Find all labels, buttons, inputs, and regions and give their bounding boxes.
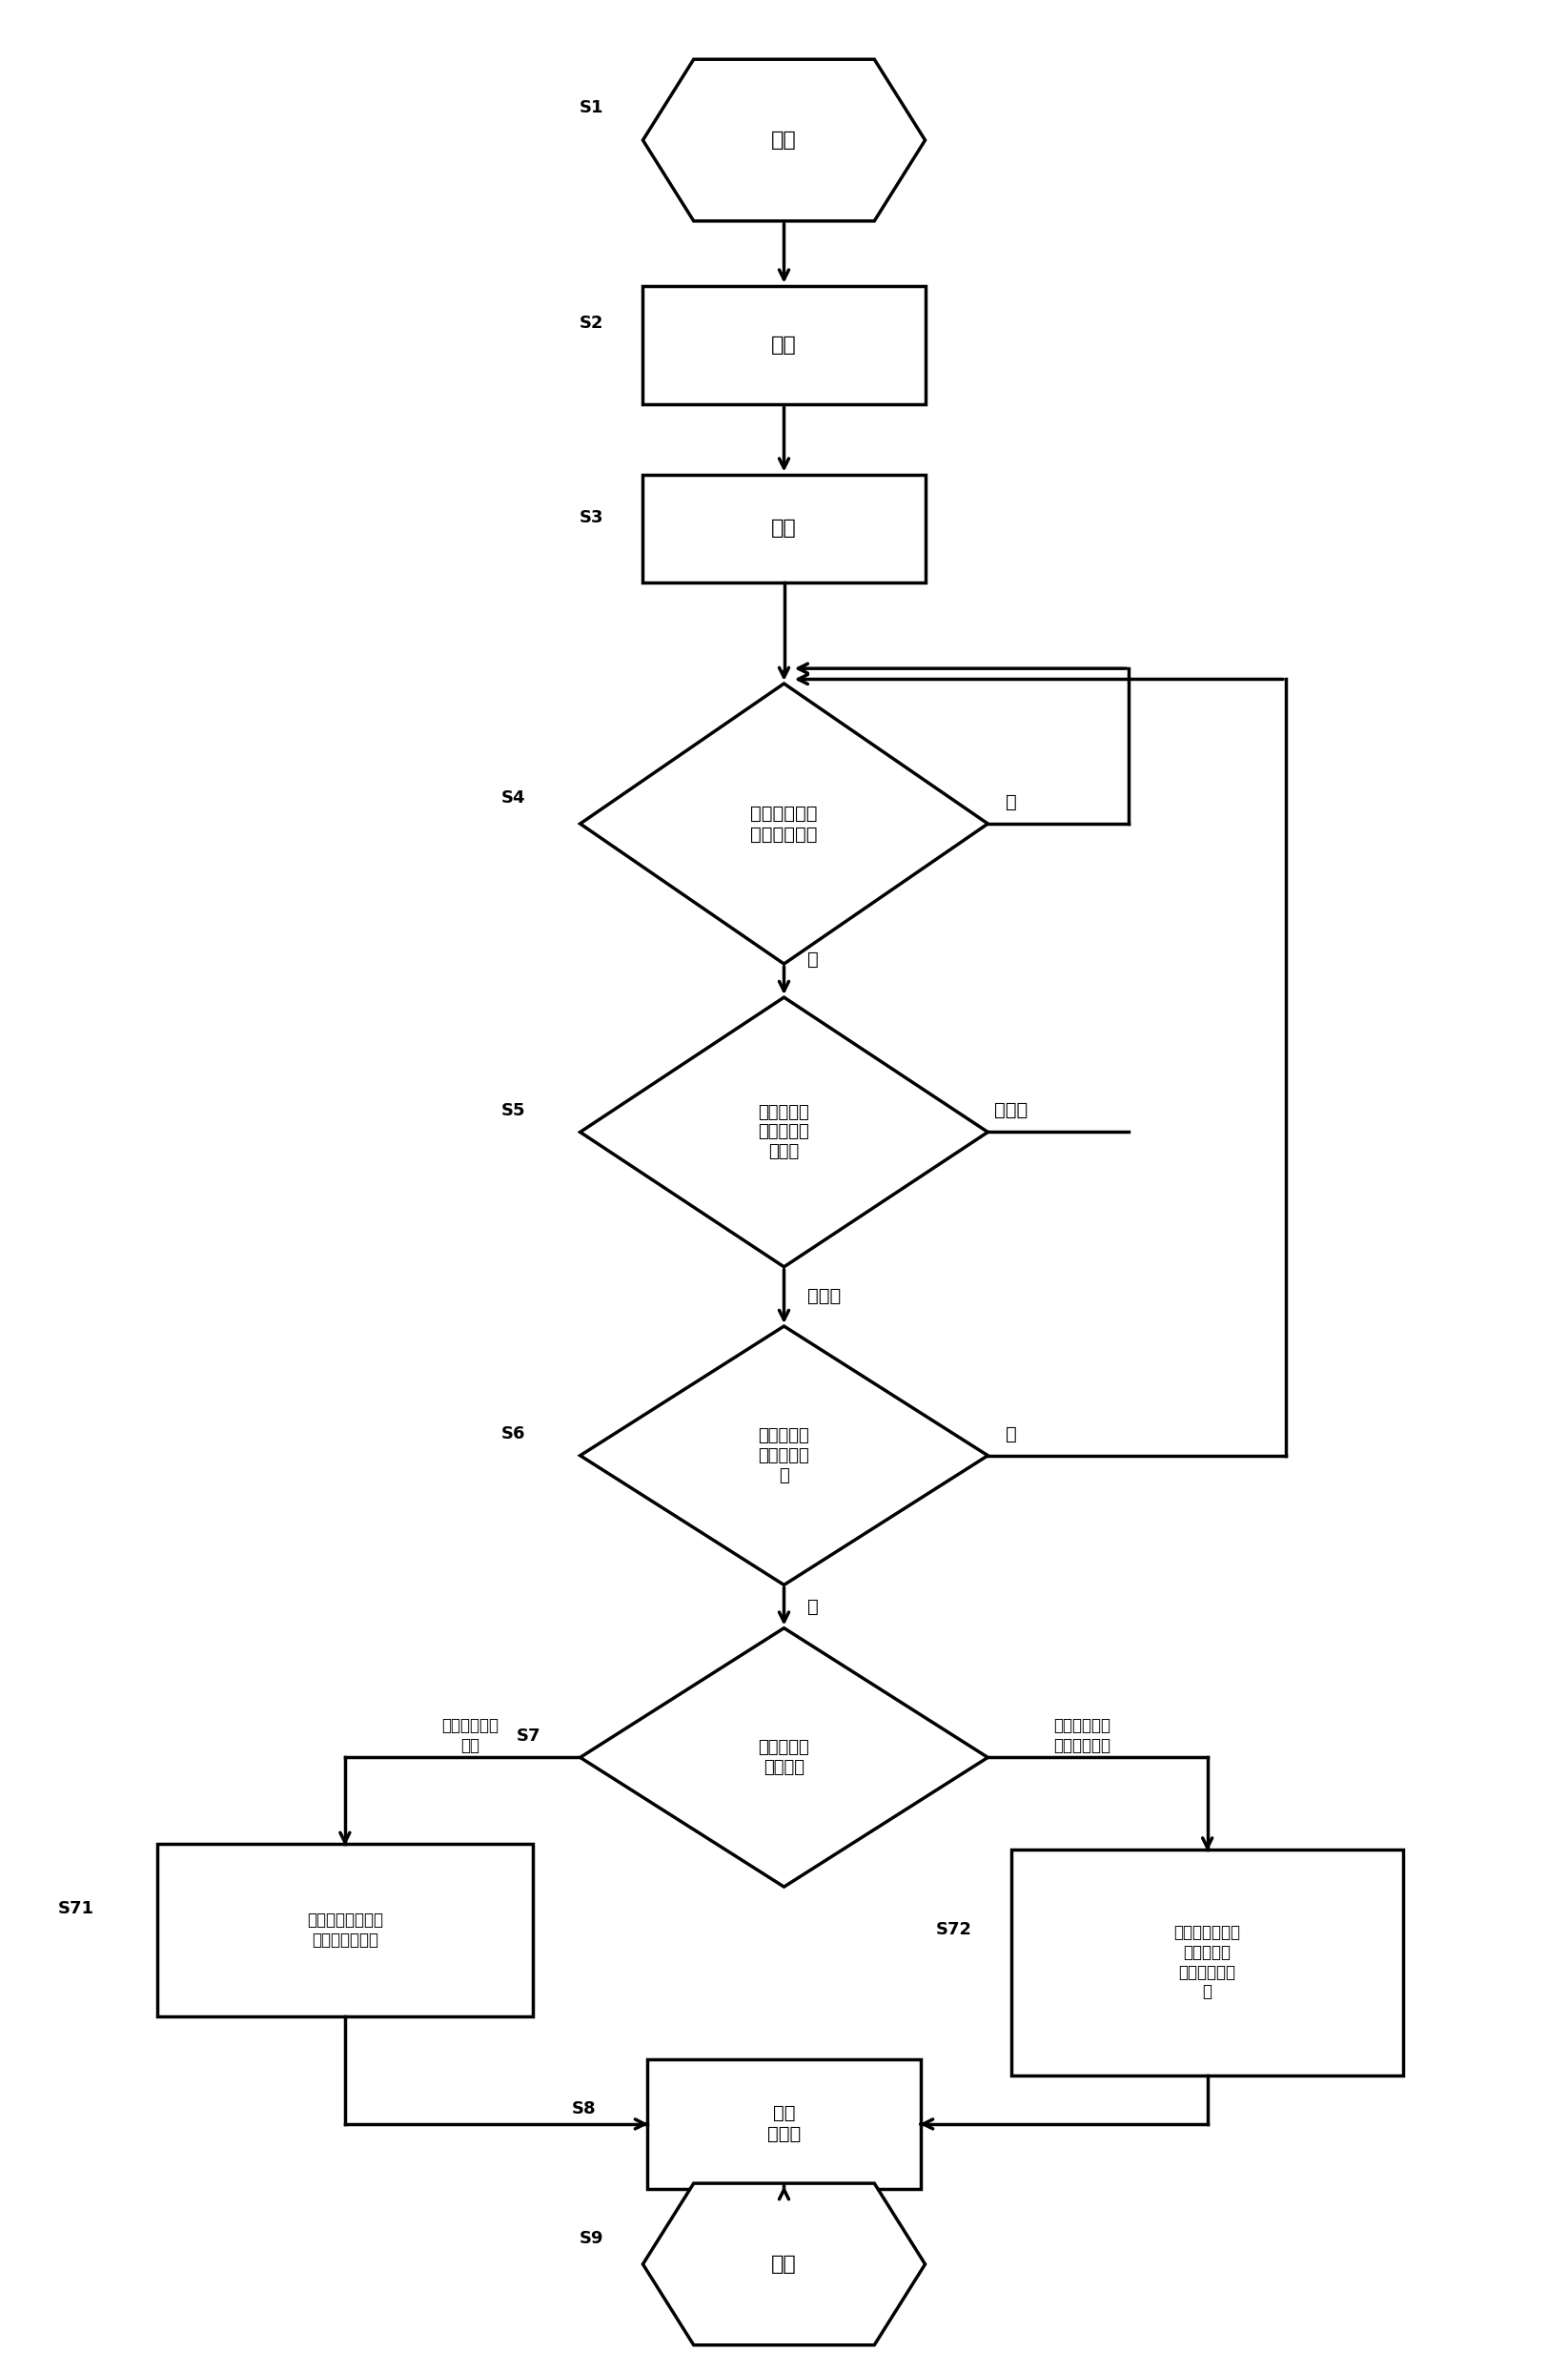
Text: 判断中性点
接地方式: 判断中性点 接地方式 — [759, 1739, 809, 1777]
Text: 有故障: 有故障 — [808, 1288, 840, 1305]
FancyBboxPatch shape — [648, 2059, 922, 2189]
Text: S2: S2 — [579, 315, 604, 332]
Text: S3: S3 — [579, 510, 604, 527]
Text: 结束: 结束 — [771, 2256, 797, 2275]
Text: 否: 否 — [808, 1596, 818, 1615]
Text: S1: S1 — [579, 100, 604, 116]
Text: 采集: 采集 — [771, 519, 797, 538]
Polygon shape — [580, 1627, 988, 1886]
Text: 是: 是 — [808, 949, 818, 968]
Text: S5: S5 — [500, 1103, 525, 1120]
Text: 中性点不接地
方式: 中性点不接地 方式 — [442, 1717, 499, 1755]
Text: 定位
故障点: 定位 故障点 — [767, 2104, 801, 2144]
Text: S7: S7 — [516, 1727, 541, 1743]
Polygon shape — [580, 996, 988, 1267]
Text: 定位中性点经消
弧线圈接地
方式的故障区
段: 定位中性点经消 弧线圈接地 方式的故障区 段 — [1174, 1924, 1240, 2000]
Text: 定位中性点不接地
方式的故障区段: 定位中性点不接地 方式的故障区段 — [307, 1912, 383, 1947]
Text: 输入: 输入 — [771, 334, 797, 353]
Text: 否: 否 — [1005, 792, 1018, 811]
Text: 判断零序电压
是否大于阈值: 判断零序电压 是否大于阈值 — [751, 804, 817, 844]
FancyBboxPatch shape — [643, 285, 925, 403]
Polygon shape — [643, 59, 925, 221]
Text: 无故障: 无故障 — [994, 1101, 1029, 1120]
Text: S4: S4 — [500, 790, 525, 806]
Polygon shape — [580, 683, 988, 963]
Text: 开始: 开始 — [771, 130, 797, 149]
Polygon shape — [643, 2182, 925, 2346]
Text: S6: S6 — [500, 1426, 525, 1442]
Text: 根据出口逻
辑判断是否
有故障: 根据出口逻 辑判断是否 有故障 — [759, 1103, 809, 1160]
Text: 是: 是 — [1005, 1426, 1018, 1442]
Text: S72: S72 — [936, 1921, 972, 1938]
Text: 中性点经消弧
线圈接地方式: 中性点经消弧 线圈接地方式 — [1054, 1717, 1110, 1755]
Text: S8: S8 — [571, 2099, 596, 2118]
Text: 判断是否为
虚假接地故
障: 判断是否为 虚假接地故 障 — [759, 1428, 809, 1485]
Text: S71: S71 — [58, 1900, 94, 1917]
FancyBboxPatch shape — [643, 474, 925, 581]
FancyBboxPatch shape — [157, 1843, 533, 2016]
FancyBboxPatch shape — [1011, 1850, 1403, 2076]
Polygon shape — [580, 1326, 988, 1584]
Text: S9: S9 — [579, 2230, 604, 2246]
